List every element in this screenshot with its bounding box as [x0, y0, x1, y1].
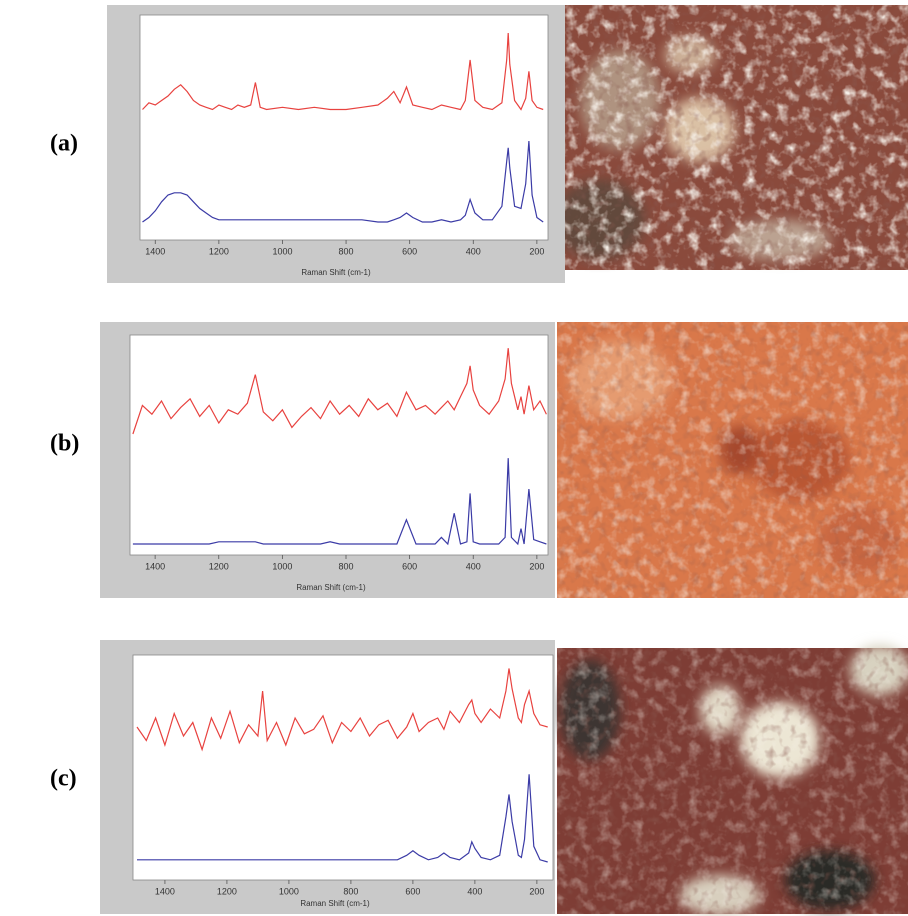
- x-tick-label: 600: [402, 246, 417, 256]
- x-tick-label: 1200: [217, 886, 237, 896]
- x-tick-label: 1400: [155, 886, 175, 896]
- x-axis-title: Raman Shift (cm-1): [296, 583, 366, 592]
- x-tick-label: 400: [466, 246, 481, 256]
- x-tick-label: 1000: [279, 886, 299, 896]
- x-tick-label: 200: [529, 886, 544, 896]
- x-tick-label: 800: [339, 246, 354, 256]
- x-tick-label: 600: [402, 561, 417, 571]
- micrograph: [555, 5, 908, 270]
- micrograph: [557, 645, 908, 915]
- x-axis-title: Raman Shift (cm-1): [301, 268, 371, 277]
- x-tick-label: 600: [405, 886, 420, 896]
- figure: (a) 1400 1200 1000 800 600 400 200 Raman Shift (…: [0, 0, 908, 916]
- x-tick-label: 1000: [272, 561, 292, 571]
- panel-label: (c): [50, 766, 77, 792]
- plot-area: [140, 15, 548, 240]
- x-tick-label: 800: [343, 886, 358, 896]
- x-tick-label: 800: [338, 561, 353, 571]
- x-tick-label: 1000: [272, 246, 292, 256]
- x-axis-title: Raman Shift (cm-1): [300, 899, 370, 908]
- x-tick-label: 400: [466, 561, 481, 571]
- x-tick-label: 1400: [145, 246, 165, 256]
- panel-label: (a): [50, 131, 78, 157]
- x-tick-label: 1200: [209, 561, 229, 571]
- x-tick-label: 400: [467, 886, 482, 896]
- panel-label: (b): [50, 431, 79, 457]
- x-tick-label: 200: [529, 561, 544, 571]
- x-tick-label: 200: [529, 246, 544, 256]
- plot-area: [133, 655, 553, 880]
- x-tick-label: 1400: [145, 561, 165, 571]
- page: {"chart_data": [ {"type": "line", "panel…: [0, 0, 908, 916]
- micrograph: [557, 322, 908, 598]
- x-tick-label: 1200: [209, 246, 229, 256]
- plot-area: [130, 335, 548, 555]
